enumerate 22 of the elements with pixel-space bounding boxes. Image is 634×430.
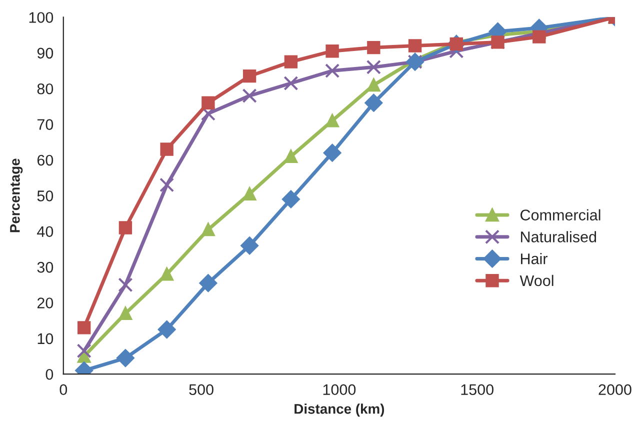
y-tick-label: 60 — [37, 154, 54, 166]
x-tick-label: 2000 — [598, 384, 632, 396]
y-tick-label: 0 — [46, 368, 54, 380]
x-tick-label: 1500 — [461, 384, 494, 396]
y-tick-label: 50 — [37, 190, 54, 202]
legend-label: Naturalised — [520, 231, 596, 242]
y-tick-label: 30 — [37, 262, 54, 273]
y-tick-label: 80 — [37, 83, 54, 94]
y-tick-label: 20 — [37, 298, 54, 308]
x-axis-title: Distance (km) — [294, 404, 384, 417]
y-tick-label: 40 — [37, 226, 54, 238]
legend-label: Hair — [520, 253, 548, 264]
y-tick-label: 70 — [37, 119, 54, 130]
y-tick-label: 90 — [37, 48, 54, 59]
x-tick-label: 500 — [189, 384, 214, 396]
y-axis-title: Percentage — [10, 158, 23, 232]
y-tick-label: 10 — [38, 333, 54, 344]
y-tick-label: 100 — [29, 12, 54, 23]
x-tick-label: 1000 — [323, 384, 356, 396]
x-tick-label: 0 — [60, 384, 68, 396]
legend-label: Wool — [520, 274, 554, 286]
legend-label: Commercial — [520, 209, 600, 220]
